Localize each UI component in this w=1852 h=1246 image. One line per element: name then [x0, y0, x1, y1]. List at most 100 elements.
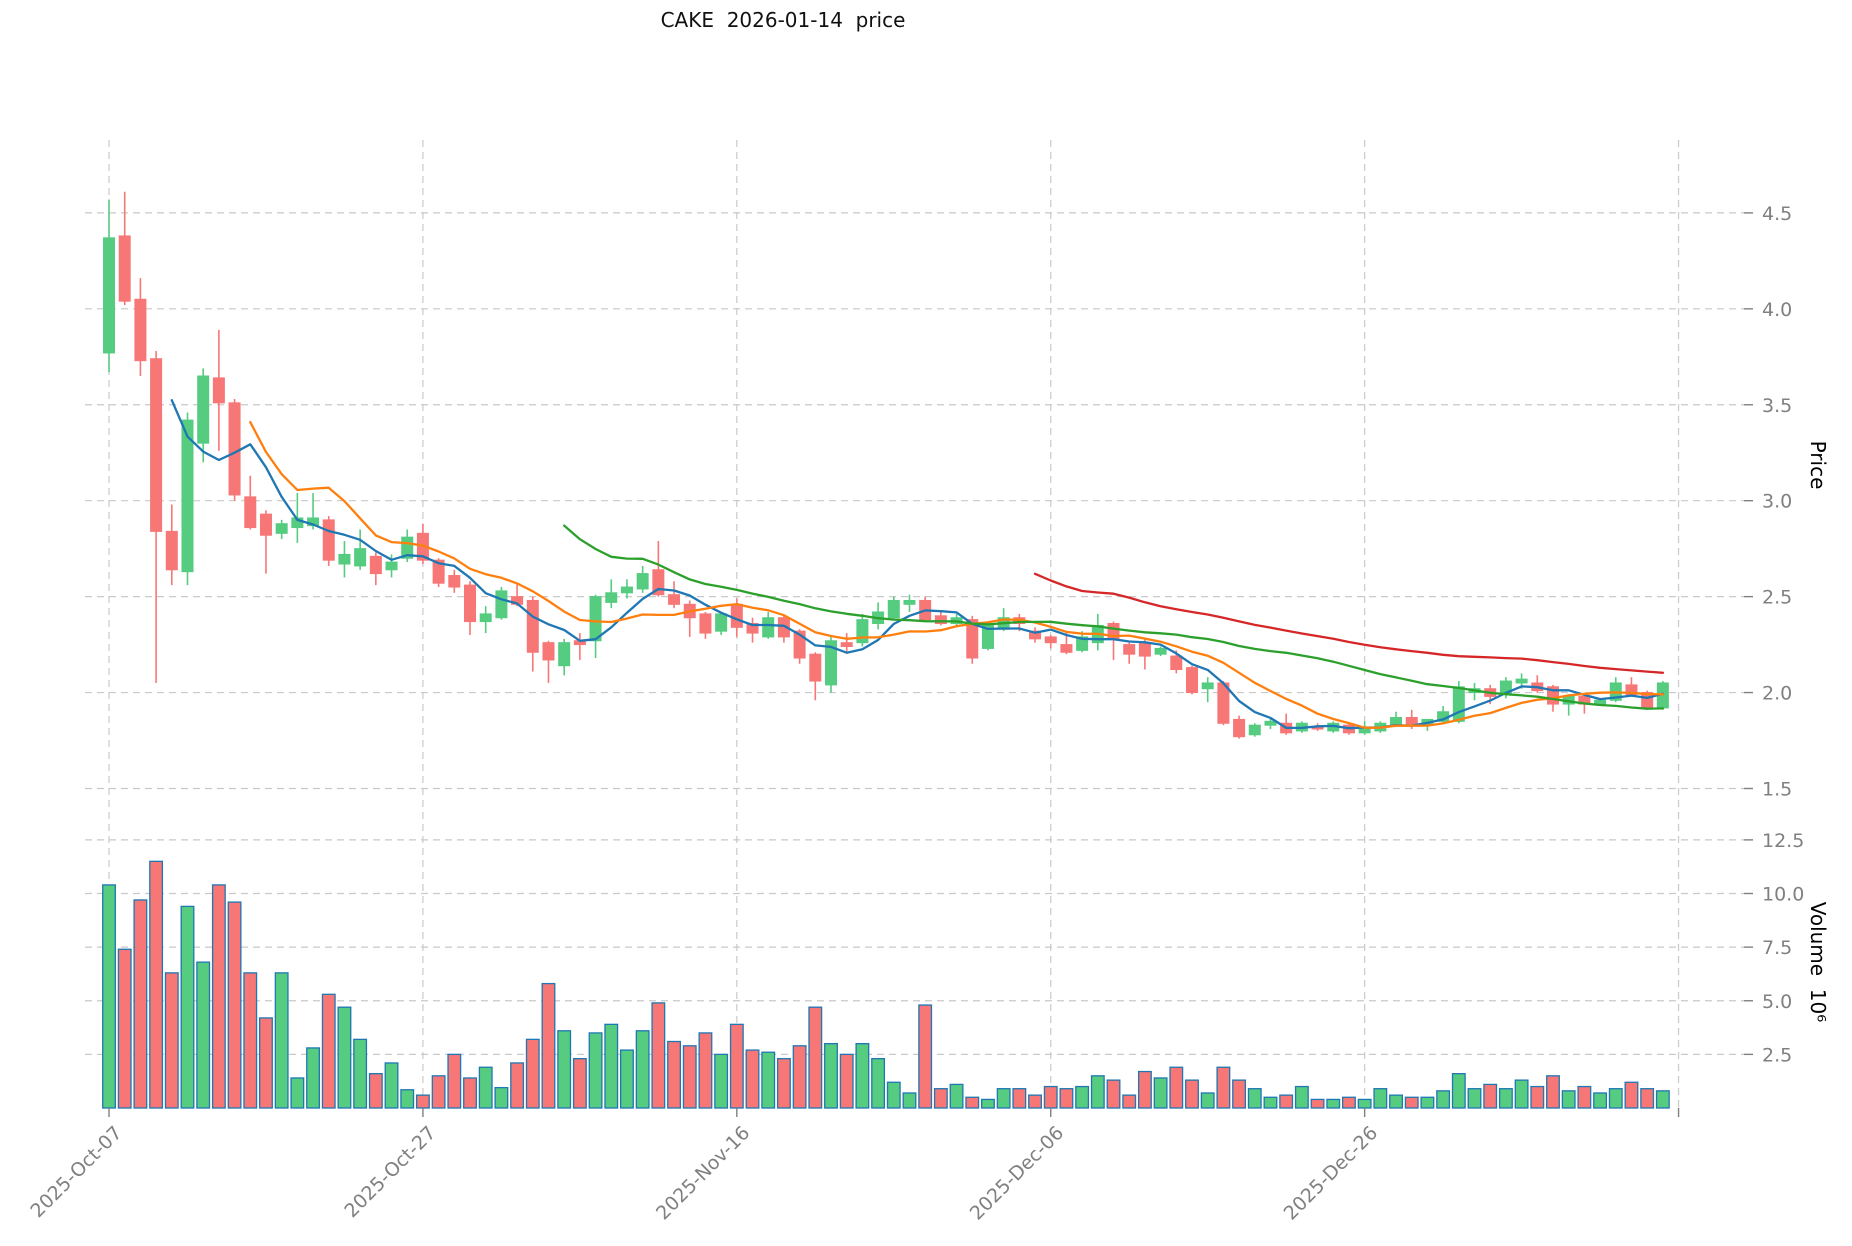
candle-body — [1185, 667, 1198, 694]
volume-bar — [306, 1047, 321, 1109]
volume-bar — [1608, 1088, 1623, 1109]
volume-bar — [667, 1040, 681, 1109]
date-tick-label: 2025-Oct-27 — [340, 1122, 440, 1222]
volume-axis-label: Volume 10⁶ — [1806, 901, 1830, 1023]
price-axis-label: Price — [1806, 440, 1830, 490]
candle-body — [464, 584, 477, 623]
chart-title: CAKE 2026-01-14 price — [660, 8, 906, 32]
candle-body — [150, 358, 163, 532]
volume-bar — [620, 1049, 634, 1109]
volume-bar — [1122, 1094, 1137, 1109]
candle-body — [620, 586, 633, 594]
price-tick-label: 3.5 — [1762, 395, 1792, 417]
candle-body — [1264, 720, 1277, 726]
volume-bar — [1373, 1088, 1388, 1109]
candle-body — [1201, 682, 1214, 690]
candle-body — [605, 592, 618, 603]
volume-bar — [572, 1058, 587, 1109]
volume-bar — [1090, 1075, 1105, 1109]
candle-body — [1546, 686, 1559, 705]
volume-bar — [933, 1088, 948, 1109]
candle-body — [479, 613, 492, 623]
volume-bar — [1294, 1085, 1309, 1109]
volume-bar — [227, 901, 242, 1109]
volume-bar — [776, 1058, 791, 1109]
volume-bar — [682, 1045, 697, 1109]
volume-bar — [102, 884, 116, 1109]
volume-bar — [1436, 1090, 1451, 1109]
volume-bar — [1577, 1085, 1592, 1109]
candle-body — [1060, 644, 1073, 653]
price-tick-label: 3.0 — [1762, 491, 1792, 513]
candle-body — [903, 599, 916, 605]
grid-lines — [85, 140, 1744, 1108]
volume-bar — [510, 1062, 525, 1109]
volume-axis-ticks: 2.5 5.0 7.5 10.0 12.5 — [1744, 830, 1804, 1066]
candle-body — [1076, 636, 1089, 651]
candle-body — [1123, 644, 1136, 655]
volume-bar — [321, 993, 336, 1109]
candle-body — [1138, 642, 1151, 657]
volume-bar — [337, 1006, 352, 1109]
candle-body — [259, 513, 272, 536]
candle-body — [809, 653, 822, 682]
volume-bar — [1200, 1092, 1215, 1109]
candle-body — [762, 617, 775, 638]
candle-body — [934, 615, 947, 624]
candle-body — [181, 419, 194, 573]
candle-body — [322, 519, 335, 561]
date-tick-label: 2025-Nov-16 — [652, 1122, 754, 1224]
price-axis-ticks: 4.5 4.0 3.5 3.0 2.5 2.0 1.5 — [1744, 203, 1792, 800]
candle-body — [1233, 718, 1246, 738]
volume-bar — [651, 1002, 666, 1109]
volume-bar — [996, 1088, 1011, 1109]
candle-body — [966, 619, 979, 659]
volume-bar — [1483, 1083, 1498, 1109]
price-tick-label: 1.5 — [1762, 778, 1792, 800]
candle-body — [275, 523, 288, 534]
volume-tick-label: 12.5 — [1762, 830, 1804, 852]
volume-bar — [1043, 1085, 1058, 1109]
volume-bar — [1498, 1088, 1513, 1109]
date-tick-label: 2025-Oct-07 — [26, 1122, 126, 1222]
volume-bar — [1624, 1081, 1639, 1109]
ma10-line — [249, 421, 1665, 729]
date-tick-label: 2025-Dec-26 — [1280, 1122, 1383, 1225]
volume-tick-label: 10.0 — [1762, 884, 1804, 906]
volume-bar — [1185, 1079, 1199, 1109]
volume-bar — [1467, 1088, 1482, 1109]
volume-bar — [839, 1053, 854, 1109]
volume-bar — [886, 1081, 901, 1109]
candle-body — [212, 377, 225, 404]
volume-bar — [1357, 1098, 1372, 1109]
candle-body — [432, 559, 445, 584]
price-tick-label: 4.0 — [1762, 299, 1792, 321]
volume-bar — [1389, 1094, 1403, 1109]
volume-bar — [149, 860, 164, 1109]
candle-body — [589, 596, 602, 642]
volume-bar — [243, 972, 258, 1109]
candle-body — [1044, 636, 1057, 644]
volume-bar — [133, 899, 148, 1109]
candle-body — [542, 642, 555, 661]
volume-bar — [745, 1049, 760, 1109]
volume-bar — [1640, 1088, 1655, 1109]
volume-bar — [180, 905, 195, 1109]
candle-body — [1154, 647, 1167, 655]
candle-body — [699, 613, 712, 634]
candle-body — [401, 536, 414, 559]
volume-bar — [714, 1053, 729, 1109]
volume-bar — [855, 1043, 870, 1109]
candlesticks — [103, 191, 1669, 739]
volume-bar — [604, 1023, 619, 1109]
volume-bar — [415, 1094, 430, 1109]
candle-body — [1390, 717, 1403, 726]
volume-bar — [1153, 1077, 1168, 1109]
candle-body — [495, 590, 508, 619]
volume-bar — [965, 1096, 980, 1109]
candle-body — [1358, 728, 1371, 734]
volume-bar — [1593, 1092, 1608, 1109]
ma30-line — [563, 524, 1665, 710]
candle-body — [1029, 630, 1042, 640]
